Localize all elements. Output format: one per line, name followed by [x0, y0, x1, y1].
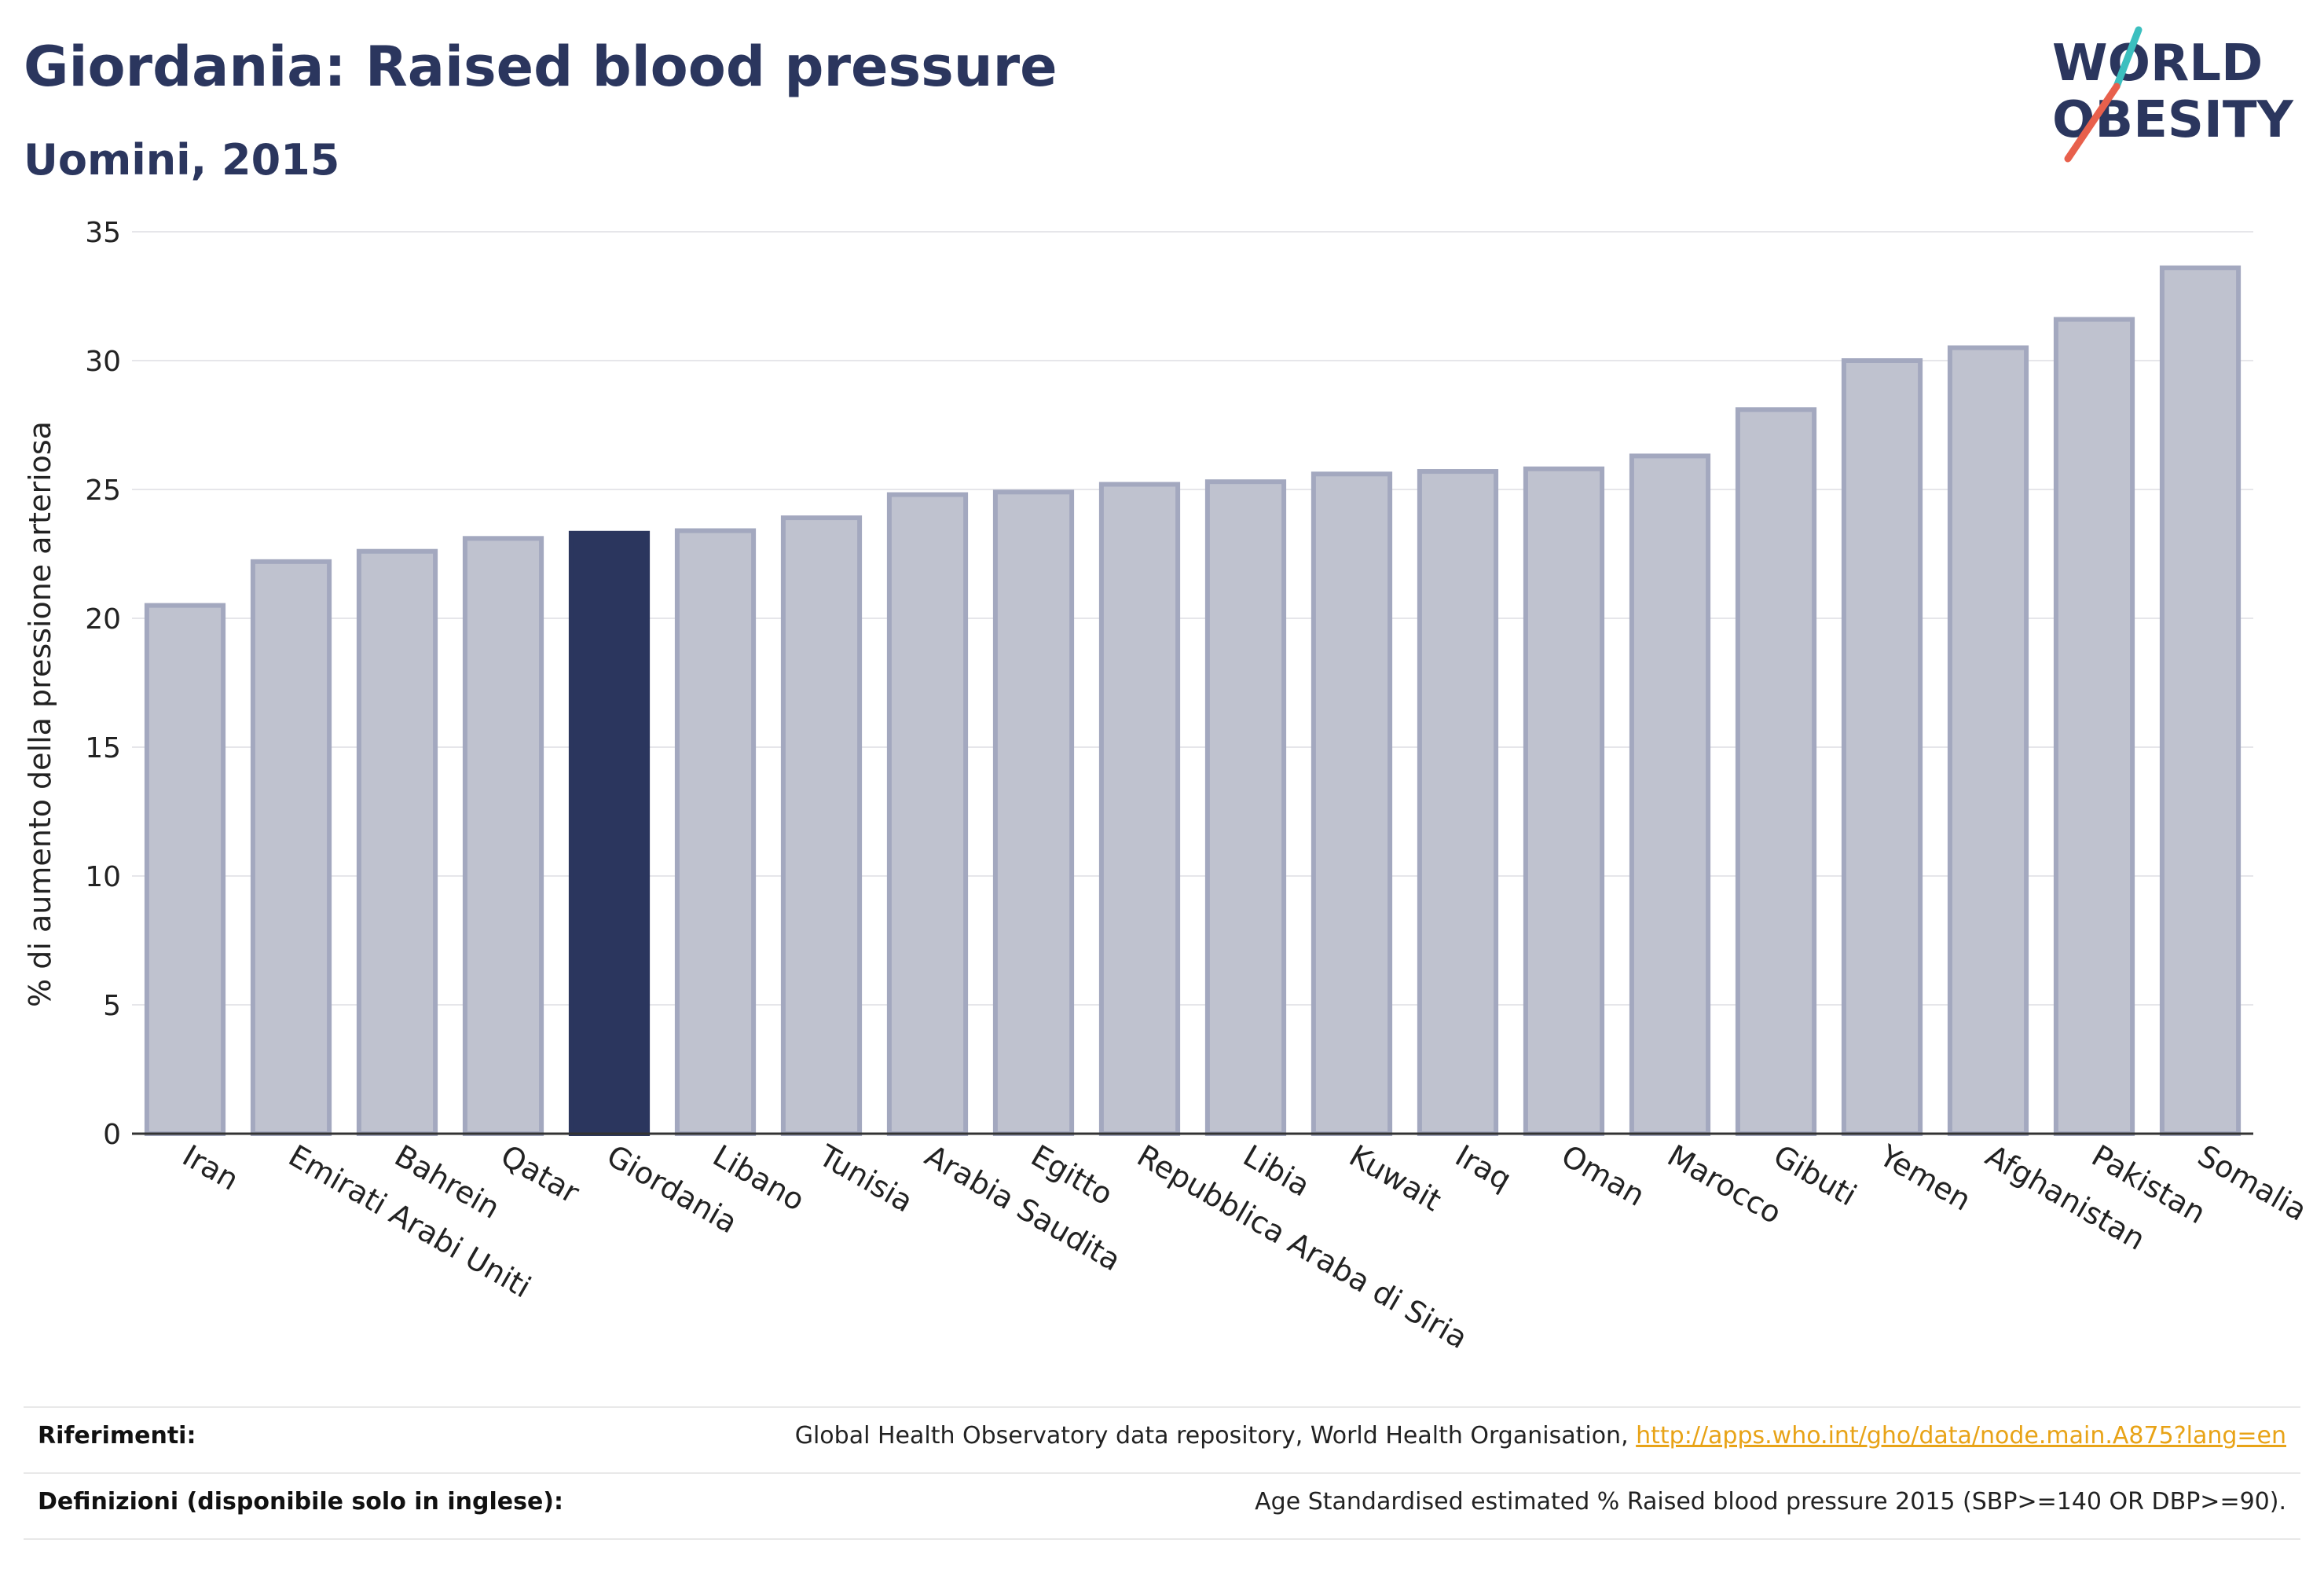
references-value: Global Health Observatory data repositor…	[795, 1422, 2286, 1450]
y-tick-label: 5	[103, 990, 121, 1022]
y-axis-ticks: 0 5 10 15 20 25 30 35	[85, 217, 121, 1151]
bar[interactable]	[2053, 317, 2135, 1136]
bar[interactable]	[2159, 265, 2242, 1136]
bar[interactable]	[886, 492, 969, 1136]
x-tick-label: Yemen	[1873, 1138, 1977, 1218]
definitions-value: Age Standardised estimated % Raised bloo…	[1255, 1488, 2286, 1516]
y-tick-label: 20	[85, 603, 121, 636]
bar-highlighted[interactable]	[568, 530, 651, 1136]
bar[interactable]	[674, 528, 757, 1136]
y-tick-label: 25	[85, 475, 121, 507]
x-tick-label: Kuwait	[1343, 1138, 1447, 1219]
bar[interactable]	[1417, 469, 1499, 1136]
logo-line1: WORLD	[2052, 35, 2263, 93]
y-tick-label: 15	[85, 732, 121, 764]
bar[interactable]	[1310, 471, 1393, 1136]
bar[interactable]	[780, 515, 863, 1136]
x-tick-label: Iran	[177, 1138, 244, 1197]
bar[interactable]	[462, 536, 544, 1136]
bar[interactable]	[250, 559, 332, 1136]
bar[interactable]	[356, 548, 438, 1136]
bar[interactable]	[992, 489, 1075, 1136]
logo-slash-teal	[2113, 26, 2143, 90]
definitions-label: Definizioni (disponibile solo in inglese…	[38, 1488, 563, 1516]
bar[interactable]	[1204, 479, 1287, 1136]
y-tick-label: 0	[103, 1119, 121, 1151]
x-tick-label: Marocco	[1662, 1138, 1787, 1231]
bar[interactable]	[1841, 358, 1923, 1136]
x-tick-label: Tunisia	[812, 1138, 918, 1219]
bar[interactable]	[1523, 466, 1605, 1136]
x-tick-label: Oman	[1556, 1138, 1651, 1213]
x-tick-label: Qatar	[495, 1138, 585, 1211]
y-tick-label: 35	[85, 217, 121, 249]
logo-slash-coral	[2064, 82, 2121, 163]
y-tick-label: 30	[85, 346, 121, 378]
references-link[interactable]: http://apps.who.int/gho/data/node.main.A…	[1636, 1422, 2286, 1450]
bar[interactable]	[1629, 453, 1711, 1136]
y-tick-label: 10	[85, 861, 121, 893]
chart-subtitle: Uomini, 2015	[24, 135, 340, 185]
x-tick-label: Somalia	[2192, 1138, 2313, 1228]
bar[interactable]	[144, 603, 226, 1136]
divider-bottom	[24, 1538, 2300, 1540]
bar[interactable]	[1947, 345, 2029, 1137]
bars	[144, 265, 2242, 1137]
divider-middle	[24, 1472, 2300, 1474]
chart-title: Giordania: Raised blood pressure	[24, 35, 1058, 99]
divider-top	[24, 1406, 2300, 1408]
x-tick-label: Libia	[1237, 1138, 1316, 1204]
bar[interactable]	[1735, 407, 1817, 1136]
gridlines	[132, 231, 2253, 1006]
bar[interactable]	[1098, 482, 1181, 1136]
references-text: Global Health Observatory data repositor…	[794, 1422, 1637, 1450]
references-row: Riferimenti: Global Health Observatory d…	[24, 1408, 2300, 1472]
definitions-row: Definizioni (disponibile solo in inglese…	[24, 1474, 2300, 1538]
x-tick-label: Iraq	[1450, 1138, 1517, 1197]
y-axis-label: % di aumento della pressione arteriosa	[23, 421, 57, 1007]
bar-chart: 0 5 10 15 20 25 30 35 Iran Emirati Arabi UnitiBa…	[23, 217, 2313, 1355]
world-obesity-logo[interactable]: WORLD OBESITY	[2051, 24, 2310, 165]
references-label: Riferimenti:	[38, 1422, 196, 1450]
